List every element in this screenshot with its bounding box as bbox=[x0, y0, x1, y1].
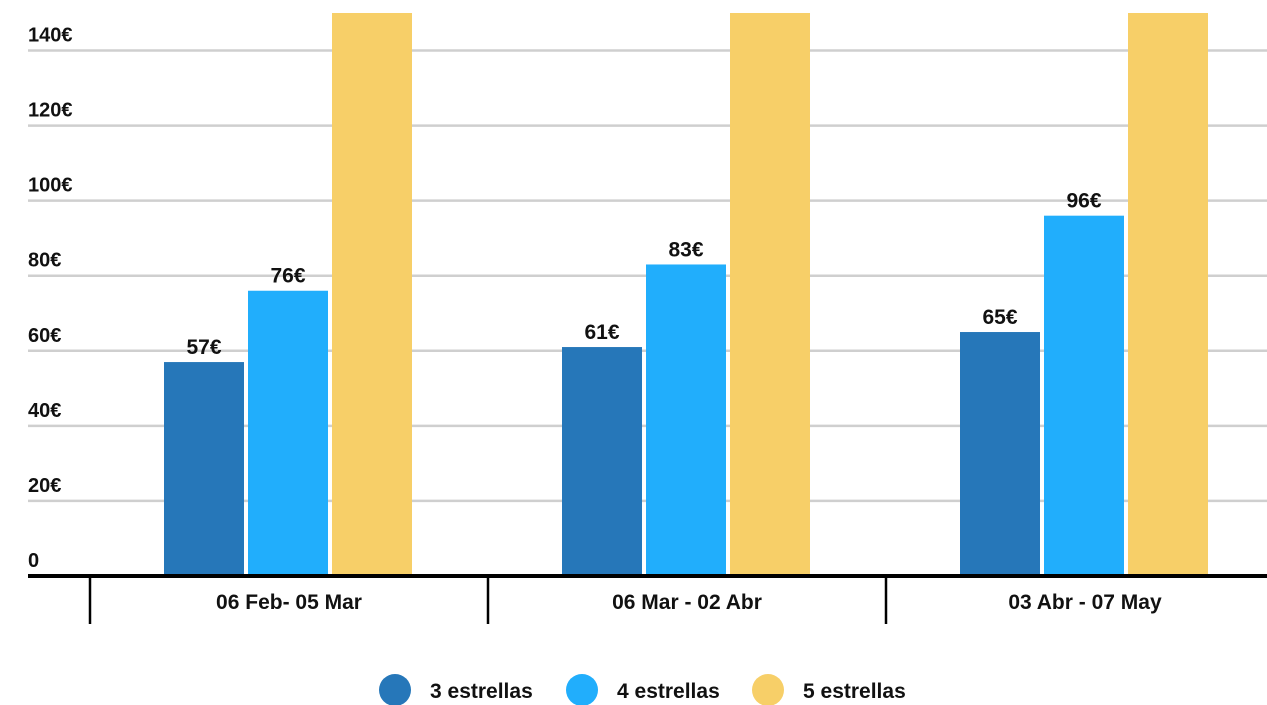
legend-label: 3 estrellas bbox=[430, 680, 533, 703]
y-tick-label: 140€ bbox=[28, 25, 73, 47]
y-tick-label: 20€ bbox=[28, 475, 61, 497]
y-tick-label: 120€ bbox=[28, 100, 73, 122]
bar-5-estrellas-2 bbox=[1128, 13, 1208, 576]
legend-item: 3 estrellas bbox=[379, 674, 533, 705]
bar-4-estrellas-1 bbox=[646, 264, 726, 576]
data-labels: 57€ 76€ 61€ 83€ 65€ 96€ bbox=[186, 190, 1101, 359]
bar-3-estrellas-0 bbox=[164, 362, 244, 576]
y-tick-label: 40€ bbox=[28, 400, 61, 422]
legend-swatch bbox=[752, 674, 784, 705]
legend: 3 estrellas 4 estrellas 5 estrellas bbox=[379, 674, 906, 705]
legend-label: 5 estrellas bbox=[803, 680, 906, 703]
x-category-label: 06 Feb- 05 Mar bbox=[216, 591, 362, 614]
legend-item: 5 estrellas bbox=[752, 674, 906, 705]
y-tick-label: 0 bbox=[28, 550, 39, 572]
bar-4-estrellas-0 bbox=[248, 290, 328, 576]
y-tick-label: 100€ bbox=[28, 175, 73, 197]
legend-swatch bbox=[379, 674, 411, 705]
data-label: 83€ bbox=[668, 238, 703, 261]
data-label: 65€ bbox=[982, 306, 1017, 329]
bar-3-estrellas-1 bbox=[562, 347, 642, 576]
x-category-label: 03 Abr - 07 May bbox=[1008, 591, 1162, 614]
data-label: 76€ bbox=[270, 265, 305, 288]
legend-swatch bbox=[566, 674, 598, 705]
legend-item: 4 estrellas bbox=[566, 674, 720, 705]
data-label: 57€ bbox=[186, 336, 221, 359]
bar-4-estrellas-2 bbox=[1044, 215, 1124, 576]
y-tick-label: 60€ bbox=[28, 325, 61, 347]
x-category-label: 06 Mar - 02 Abr bbox=[612, 591, 762, 614]
x-axis: 06 Feb- 05 Mar 06 Mar - 02 Abr 03 Abr - 07… bbox=[28, 574, 1267, 624]
bar-3-estrellas-2 bbox=[960, 332, 1040, 576]
bar-5-estrellas-0 bbox=[332, 13, 412, 576]
bars bbox=[164, 13, 1208, 576]
y-axis: 0 20€ 40€ 60€ 80€ 100€ 120€ 140€ bbox=[28, 25, 73, 572]
y-tick-label: 80€ bbox=[28, 250, 61, 272]
data-label: 96€ bbox=[1066, 190, 1101, 213]
legend-label: 4 estrellas bbox=[617, 680, 720, 703]
data-label: 61€ bbox=[584, 321, 619, 344]
bar-5-estrellas-1 bbox=[730, 13, 810, 576]
